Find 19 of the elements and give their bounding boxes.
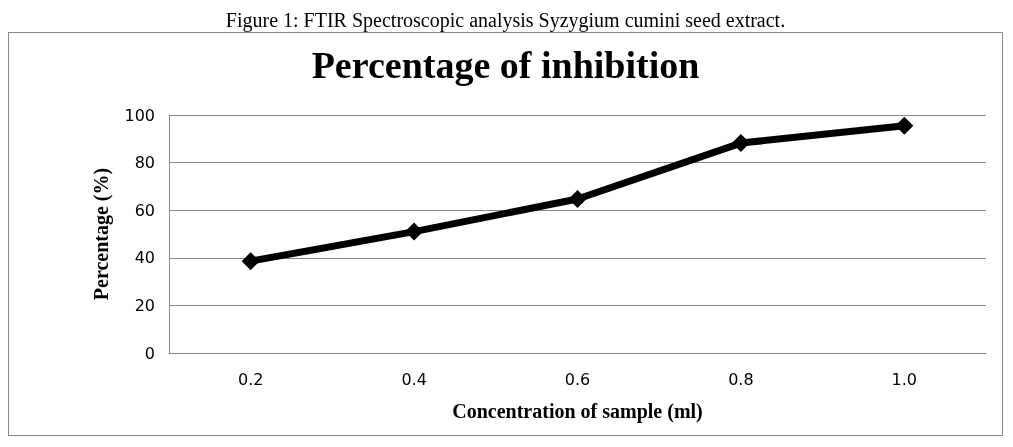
y-tick-label: 40 <box>134 248 155 268</box>
y-axis-title: Percentage (%) <box>90 167 113 301</box>
x-tick-label: 1.0 <box>891 369 918 389</box>
y-tick-label: 20 <box>134 295 155 315</box>
y-tick-label: 80 <box>134 153 155 173</box>
y-tick-label: 100 <box>124 105 155 125</box>
x-tick-label: 0.4 <box>401 369 427 389</box>
x-axis-title: Concentration of sample (ml) <box>452 400 703 423</box>
point <box>405 222 424 241</box>
caption: Figure 1: FTIR Spectroscopic analysis Syzygium cumini seed extract. <box>224 8 787 32</box>
point <box>241 252 260 271</box>
x-tick-label: 0.6 <box>564 369 591 389</box>
point <box>731 134 750 153</box>
y-tick-label: 0 <box>144 343 155 363</box>
x-tick-label: 0.2 <box>237 369 264 389</box>
point <box>568 190 587 209</box>
y-tick-label: 60 <box>134 200 155 220</box>
x-tick-label: 0.8 <box>728 369 754 389</box>
chart-title: Percentage of inhibition <box>311 44 700 86</box>
